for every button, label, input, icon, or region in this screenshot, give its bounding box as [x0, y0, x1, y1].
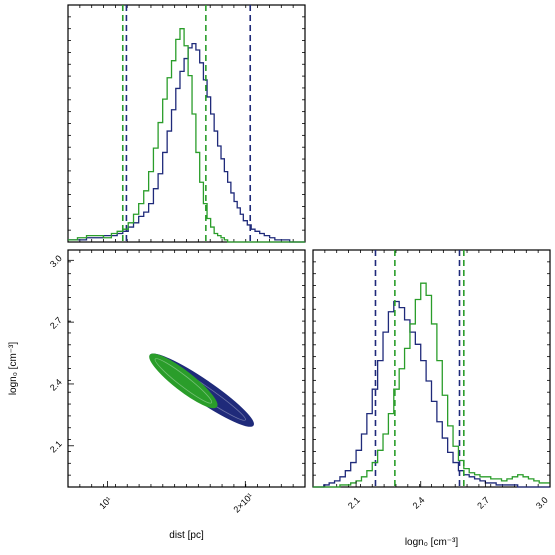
y-tick-label: 2.4 — [48, 377, 64, 393]
x-axis-label: dist [pc] — [169, 530, 204, 541]
x-tick-label: 2.1 — [346, 495, 362, 511]
joint-contour-green — [149, 353, 218, 409]
logn0-histogram-panel: 2.1 2.4 2.7 3.0 logn₀ [cm⁻³] — [312, 249, 551, 548]
x-tick-label: 2.4 — [411, 495, 427, 511]
logn0-histogram-blue — [313, 300, 550, 488]
x-tick-label: 2.7 — [475, 495, 491, 511]
x-tick-label: 2×10¹ — [231, 491, 255, 515]
x-axis-label-right: logn₀ [cm⁻³] — [405, 537, 459, 548]
logn0-histogram-green — [313, 282, 550, 488]
dist-histogram-blue — [68, 42, 305, 243]
x-tick-label: 10¹ — [97, 495, 113, 511]
dist-histogram-frame — [67, 4, 306, 243]
logn0-histogram-frame — [312, 249, 551, 488]
dist-histogram-green — [68, 28, 305, 243]
y-axis-label: logn₀ [cm⁻³] — [8, 342, 19, 396]
y-tick-label: 2.7 — [48, 315, 64, 331]
x-tick-label: 3.0 — [534, 495, 550, 511]
y-tick-label: 2.1 — [48, 439, 64, 455]
joint-contour-inner-green — [154, 358, 213, 404]
y-tick-label: 3.0 — [48, 253, 64, 269]
joint-contour-panel: 10¹ 2×10¹ 2.1 2.4 2.7 3.0 dist [pc] logn₀ [cm⁻³… — [8, 249, 306, 541]
dist-histogram-panel — [67, 4, 306, 243]
